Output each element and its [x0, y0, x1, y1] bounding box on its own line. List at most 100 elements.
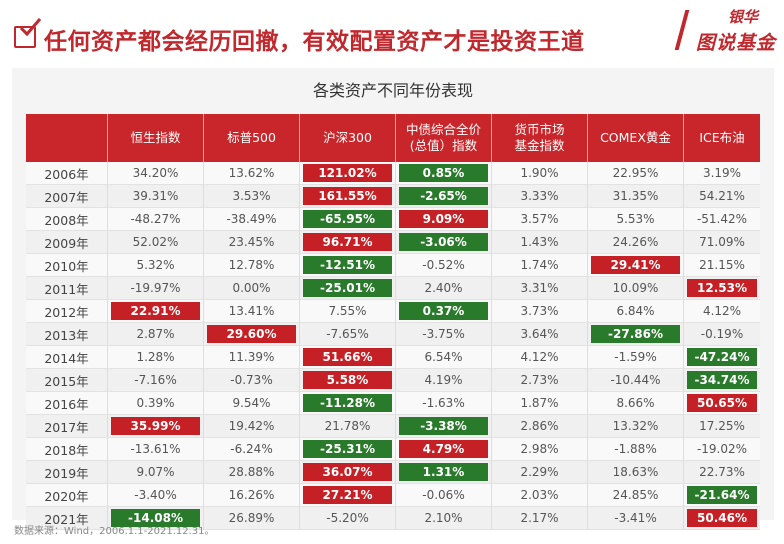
logo-bar — [674, 10, 690, 50]
value-cell: 31.35% — [588, 185, 684, 208]
worst-value-cell: -25.01% — [300, 277, 396, 300]
value-cell: 3.64% — [492, 323, 588, 346]
value-cell: 5.32% — [108, 254, 204, 277]
year-cell: 2011年 — [26, 277, 108, 300]
value-cell: -7.16% — [108, 369, 204, 392]
best-value-cell: 50.65% — [684, 392, 760, 415]
value-cell: 1.43% — [492, 231, 588, 254]
logo-top-text: 银华 — [727, 8, 758, 26]
worst-value-cell: -3.06% — [396, 231, 492, 254]
value-cell: -19.97% — [108, 277, 204, 300]
value-cell: 8.66% — [588, 392, 684, 415]
worst-value-cell: 0.37% — [396, 300, 492, 323]
table-row: 2013年 2.87% 29.60% -7.65% -3.75% 3.64% -27.86%… — [26, 323, 760, 346]
value-cell: 3.31% — [492, 277, 588, 300]
value-cell: 0.39% — [108, 392, 204, 415]
corner-cell — [26, 114, 108, 162]
value-cell: 1.28% — [108, 346, 204, 369]
value-cell: 4.19% — [396, 369, 492, 392]
table-row: 2008年 -48.27% -38.49% -65.95% 9.09% 3.57% 5.53… — [26, 208, 760, 231]
checkmark-icon — [19, 18, 42, 37]
best-value-cell: 29.41% — [588, 254, 684, 277]
value-cell: 5.53% — [588, 208, 684, 231]
value-cell: 4.12% — [492, 346, 588, 369]
value-cell: 9.54% — [204, 392, 300, 415]
value-cell: 54.21% — [684, 185, 760, 208]
table-row: 2012年 22.91% 13.41% 7.55% 0.37% 3.73% 6.84% 4.1… — [26, 300, 760, 323]
best-value-cell: 9.09% — [396, 208, 492, 231]
best-value-cell: 121.02% — [300, 162, 396, 185]
table-row: 2021年 -14.08% 26.89% -5.20% 2.10% 2.17% -3.41%… — [26, 507, 760, 530]
value-cell: 11.39% — [204, 346, 300, 369]
value-cell: 39.31% — [108, 185, 204, 208]
year-cell: 2020年 — [26, 484, 108, 507]
value-cell: 13.62% — [204, 162, 300, 185]
best-value-cell: 50.46% — [684, 507, 760, 530]
value-cell: 28.88% — [204, 461, 300, 484]
value-cell: 17.25% — [684, 415, 760, 438]
value-cell: 2.10% — [396, 507, 492, 530]
table-row: 2009年 52.02% 23.45% 96.71% -3.06% 1.43% 24.26%… — [26, 231, 760, 254]
table-card: 各类资产不同年份表现 恒生指数 标普500 沪深300 中债综合全价 (总值）指数 货币市… — [12, 68, 774, 530]
value-cell: -0.52% — [396, 254, 492, 277]
data-source-note: 数据来源：Wind，2006.1.1-2021.12.31。 — [14, 526, 215, 537]
table-row: 2020年 -3.40% 16.26% 27.21% -0.06% 2.03% 24.85%… — [26, 484, 760, 507]
table-row: 2010年 5.32% 12.78% -12.51% -0.52% 1.74% 29.41%… — [26, 254, 760, 277]
value-cell: 0.00% — [204, 277, 300, 300]
table-title: 各类资产不同年份表现 — [312, 81, 473, 100]
year-cell: 2019年 — [26, 461, 108, 484]
year-cell: 2015年 — [26, 369, 108, 392]
value-cell: 6.54% — [396, 346, 492, 369]
best-value-cell: 5.58% — [300, 369, 396, 392]
year-cell: 2016年 — [26, 392, 108, 415]
table-row: 2018年 -13.61% -6.24% -25.31% 4.79% 2.98% -1.88… — [26, 438, 760, 461]
year-cell: 2008年 — [26, 208, 108, 231]
value-cell: 16.26% — [204, 484, 300, 507]
value-cell: -1.59% — [588, 346, 684, 369]
value-cell: 2.17% — [492, 507, 588, 530]
year-cell: 2007年 — [26, 185, 108, 208]
year-cell: 2010年 — [26, 254, 108, 277]
value-cell: 26.89% — [204, 507, 300, 530]
value-cell: -38.49% — [204, 208, 300, 231]
value-cell: 22.95% — [588, 162, 684, 185]
value-cell: 52.02% — [108, 231, 204, 254]
value-cell: 12.78% — [204, 254, 300, 277]
value-cell: 34.20% — [108, 162, 204, 185]
best-value-cell: 35.99% — [108, 415, 204, 438]
value-cell: 3.53% — [204, 185, 300, 208]
value-cell: 2.03% — [492, 484, 588, 507]
best-value-cell: 96.71% — [300, 231, 396, 254]
value-cell: 21.15% — [684, 254, 760, 277]
value-cell: 3.19% — [684, 162, 760, 185]
value-cell: 24.26% — [588, 231, 684, 254]
value-cell: -13.61% — [108, 438, 204, 461]
value-cell: -3.40% — [108, 484, 204, 507]
checkbox-icon — [14, 26, 36, 48]
value-cell: 4.12% — [684, 300, 760, 323]
worst-value-cell: -65.95% — [300, 208, 396, 231]
year-cell: 2009年 — [26, 231, 108, 254]
value-cell: -48.27% — [108, 208, 204, 231]
value-cell: -6.24% — [204, 438, 300, 461]
logo-bottom-text: 图说基金 — [695, 32, 776, 54]
worst-value-cell: -47.24% — [684, 346, 760, 369]
table-row: 2011年 -19.97% 0.00% -25.01% 2.40% 3.31% 10.09%… — [26, 277, 760, 300]
worst-value-cell: -3.38% — [396, 415, 492, 438]
table-body: 2006年 34.20% 13.62% 121.02% 0.85% 1.90% 22.95%… — [26, 162, 760, 530]
year-cell: 2021年 — [26, 507, 108, 530]
value-cell: -3.41% — [588, 507, 684, 530]
value-cell: -0.19% — [684, 323, 760, 346]
value-cell: 7.55% — [300, 300, 396, 323]
worst-value-cell: -11.28% — [300, 392, 396, 415]
table-row: 2007年 39.31% 3.53% 161.55% -2.65% 3.33% 31.35%… — [26, 185, 760, 208]
value-cell: 1.87% — [492, 392, 588, 415]
table-row: 2014年 1.28% 11.39% 51.66% 6.54% 4.12% -1.59% -4… — [26, 346, 760, 369]
value-cell: -10.44% — [588, 369, 684, 392]
value-cell: -3.75% — [396, 323, 492, 346]
value-cell: 3.57% — [492, 208, 588, 231]
value-cell: 2.40% — [396, 277, 492, 300]
year-cell: 2013年 — [26, 323, 108, 346]
column-header: 沪深300 — [300, 114, 396, 162]
value-cell: 2.86% — [492, 415, 588, 438]
